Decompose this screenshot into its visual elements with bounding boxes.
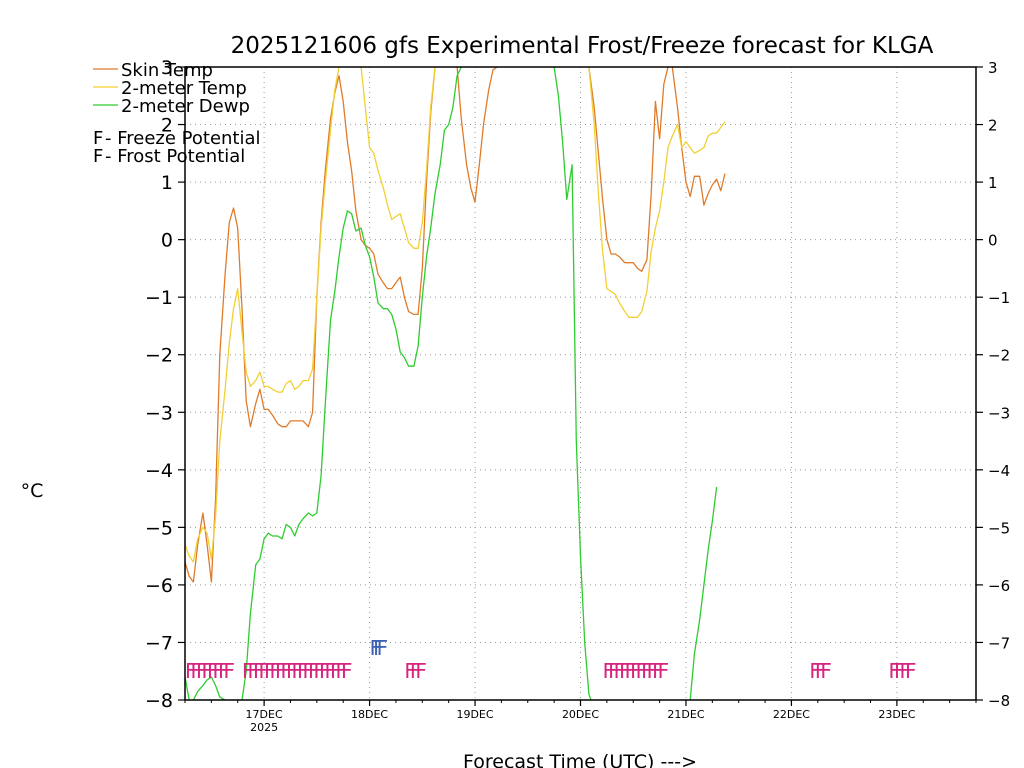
flag-legend-text: - Frost Potential [105,146,245,167]
chart-title: 2025121606 gfs Experimental Frost/Freeze… [231,33,934,59]
flag-legend-letter: F [93,146,103,167]
freeze-flag: FFF [809,659,831,683]
series-line-2-meter-dewp [185,67,718,700]
legend-label: Skin Temp [121,60,213,81]
frost-flag: FFF [370,636,388,660]
y-tick-label-right: 1 [988,174,998,192]
y-tick-label-right: −2 [988,347,1010,365]
series-line-skin-temp [185,67,726,583]
y-tick-label-left: 1 [161,172,173,194]
y-tick-label-right: −4 [988,462,1010,480]
x-tick-label: 18DEC [351,708,388,721]
x-axis-label: Forecast Time (UTC) ---> [463,751,697,768]
y-tick-label-right: 2 [988,117,998,135]
y-tick-label-left: 2 [161,115,173,137]
y-tick-label-right: −8 [988,692,1010,710]
y-tick-label-left: −3 [145,402,173,424]
x-tick-label: 19DEC [456,708,493,721]
y-tick-label-left: 3 [161,57,173,79]
y-tick-label-right: 0 [988,232,998,250]
y-tick-label-left: −1 [145,287,173,309]
x-tick-label: 20DEC [562,708,599,721]
plot-frame [184,66,977,701]
y-tick-label-right: −6 [988,577,1010,595]
x-tick-label: 17DEC [246,708,283,721]
freeze-flag: FFFFFFFF [185,659,235,683]
x-tick-sublabel: 2025 [250,721,278,734]
x-tick-label: 22DEC [773,708,810,721]
y-tick-label-right: −3 [988,404,1010,422]
y-tick-label-left: −5 [145,517,173,539]
y-tick-label-right: −5 [988,519,1010,537]
freeze-flag: FFFFFFFFFFF [603,659,669,683]
y-tick-label-right: −7 [988,634,1010,652]
x-tick-label: 23DEC [878,708,915,721]
y-tick-label-right: 3 [988,59,998,77]
x-tick-label: 21DEC [667,708,704,721]
freeze-flag: FFFFFFFFFFFFFFFFFFF [242,659,352,683]
series-line-2-meter-temp [185,67,726,563]
y-tick-label-left: 0 [161,230,173,252]
flag-legend-text: - Freeze Potential [105,128,261,149]
grid [185,67,976,700]
y-tick-label-left: −7 [145,632,173,654]
freeze-flag: FFF [404,659,426,683]
freeze-flag: FFFF [888,659,916,683]
y-axis-label: °C [21,480,44,502]
flag-layer: FFFFFFFF FFFFFFFFFFFFFFFFFFF FFF FFFFFFFFFF… [185,636,922,683]
axis-layer: −8 −8 −7 −7 −6 −6 −5 −5 −4 −4 −3 −3 −2 −2 −1 −1 0 0 1 1 2 2 3 3… [145,57,1010,734]
legend-label: 2-meter Temp [121,78,247,99]
legend-label: 2-meter Dewp [121,96,250,117]
series-layer [185,67,726,700]
y-tick-label-left: −6 [145,575,173,597]
y-tick-label-right: −1 [988,289,1010,307]
y-tick-label-left: −4 [145,460,173,482]
y-tick-label-left: −8 [145,690,173,712]
y-tick-label-left: −2 [145,345,173,367]
flag-legend-letter: F [93,128,103,149]
